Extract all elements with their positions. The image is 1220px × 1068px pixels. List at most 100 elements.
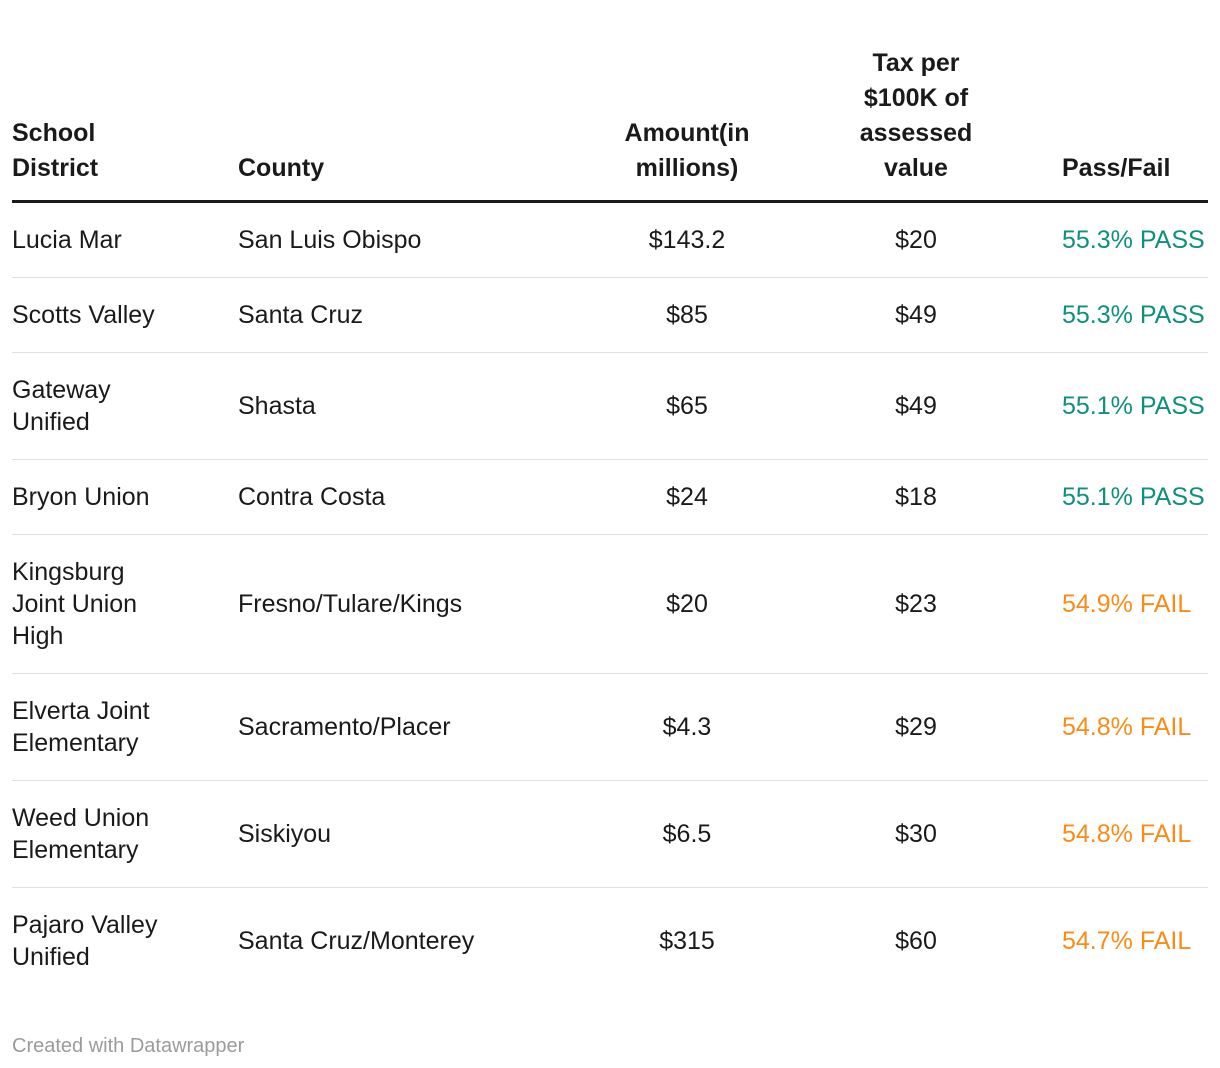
column-header-label: Amount(in millions) bbox=[624, 119, 750, 182]
pass-fail-cell: 54.9% FAIL bbox=[996, 534, 1208, 674]
county-value: Contra Costa bbox=[238, 483, 386, 511]
table-row: Weed Union Elementary Siskiyou $6.5 $30 54.8… bbox=[12, 780, 1208, 888]
pass-fail-value: 55.3% PASS bbox=[1062, 301, 1205, 329]
school-district-value: Kingsburg Joint Union High bbox=[12, 558, 138, 650]
school-district-value: Pajaro Valley Unified bbox=[12, 911, 158, 971]
school-district-value: Weed Union Elementary bbox=[12, 804, 150, 864]
amount-millions-value: $4.3 bbox=[662, 713, 712, 741]
tax-per-100k-value: $29 bbox=[895, 713, 937, 741]
amount-millions-value: $6.5 bbox=[662, 820, 712, 848]
table-header: School District County Amount(in millions)… bbox=[12, 0, 1208, 203]
county-value: Santa Cruz bbox=[238, 301, 364, 329]
tax-per-100k-value: $49 bbox=[895, 301, 937, 329]
tax-per-100k-value: $30 bbox=[895, 820, 937, 848]
tax-per-100k-cell: $30 bbox=[836, 780, 996, 888]
amount-millions-cell: $6.5 bbox=[538, 780, 836, 888]
table-row: Scotts Valley Santa Cruz $85 $49 55.3% PASS bbox=[12, 277, 1208, 353]
header-row: School District County Amount(in millions)… bbox=[12, 0, 1208, 203]
pass-fail-cell: 54.7% FAIL bbox=[996, 887, 1208, 994]
pass-fail-cell: 55.3% PASS bbox=[996, 202, 1208, 278]
column-header-school-district: School District bbox=[12, 0, 238, 203]
county-value: Sacramento/Placer bbox=[238, 713, 451, 741]
county-value: Santa Cruz/Monterey bbox=[238, 927, 475, 955]
county-cell: Sacramento/Placer bbox=[238, 673, 538, 781]
school-district-value: Scotts Valley bbox=[12, 301, 155, 329]
county-cell: Contra Costa bbox=[238, 459, 538, 535]
county-cell: Santa Cruz/Monterey bbox=[238, 887, 538, 994]
tax-per-100k-cell: $20 bbox=[836, 202, 996, 278]
school-district-cell: Scotts Valley bbox=[12, 277, 238, 353]
column-header-county: County bbox=[238, 0, 538, 203]
datawrapper-credit: Created with Datawrapper bbox=[12, 1035, 245, 1057]
school-district-cell: Pajaro Valley Unified bbox=[12, 887, 238, 994]
pass-fail-cell: 54.8% FAIL bbox=[996, 673, 1208, 781]
tax-per-100k-cell: $23 bbox=[836, 534, 996, 674]
tax-per-100k-value: $23 bbox=[895, 590, 937, 618]
tax-per-100k-value: $18 bbox=[895, 483, 937, 511]
county-cell: Fresno/Tulare/Kings bbox=[238, 534, 538, 674]
school-district-cell: Kingsburg Joint Union High bbox=[12, 534, 238, 674]
county-value: Shasta bbox=[238, 392, 316, 420]
amount-millions-cell: $24 bbox=[538, 459, 836, 535]
amount-millions-value: $65 bbox=[666, 392, 708, 420]
pass-fail-cell: 55.1% PASS bbox=[996, 352, 1208, 460]
pass-fail-value: 54.7% FAIL bbox=[1062, 927, 1192, 955]
tax-per-100k-cell: $29 bbox=[836, 673, 996, 781]
amount-millions-value: $20 bbox=[666, 590, 708, 618]
amount-millions-value: $24 bbox=[666, 483, 708, 511]
pass-fail-value: 54.9% FAIL bbox=[1062, 590, 1192, 618]
tax-per-100k-cell: $60 bbox=[836, 887, 996, 994]
school-district-value: Gateway Unified bbox=[12, 376, 111, 436]
school-district-cell: Lucia Mar bbox=[12, 202, 238, 278]
tax-per-100k-value: $60 bbox=[895, 927, 937, 955]
tax-per-100k-cell: $49 bbox=[836, 277, 996, 353]
tax-per-100k-value: $20 bbox=[895, 226, 937, 254]
amount-millions-cell: $4.3 bbox=[538, 673, 836, 781]
school-district-cell: Elverta Joint Elementary bbox=[12, 673, 238, 781]
tax-per-100k-cell: $18 bbox=[836, 459, 996, 535]
column-header-amount-millions: Amount(in millions) bbox=[538, 0, 836, 203]
county-value: Siskiyou bbox=[238, 820, 332, 848]
table-row: Pajaro Valley Unified Santa Cruz/Monterey… bbox=[12, 887, 1208, 994]
column-header-label: Pass/Fail bbox=[1062, 154, 1171, 182]
county-value: San Luis Obispo bbox=[238, 226, 422, 254]
column-header-label: School District bbox=[12, 119, 99, 182]
county-cell: Santa Cruz bbox=[238, 277, 538, 353]
school-district-cell: Weed Union Elementary bbox=[12, 780, 238, 888]
amount-millions-value: $315 bbox=[659, 927, 715, 955]
amount-millions-value: $85 bbox=[666, 301, 708, 329]
school-district-cell: Bryon Union bbox=[12, 459, 238, 535]
bond-results-table: School District County Amount(in millions)… bbox=[12, 0, 1208, 994]
school-district-cell: Gateway Unified bbox=[12, 352, 238, 460]
amount-millions-value: $143.2 bbox=[648, 226, 726, 254]
table-row: Elverta Joint Elementary Sacramento/Place… bbox=[12, 673, 1208, 781]
amount-millions-cell: $65 bbox=[538, 352, 836, 460]
pass-fail-value: 54.8% FAIL bbox=[1062, 820, 1192, 848]
county-value: Fresno/Tulare/Kings bbox=[238, 590, 463, 618]
amount-millions-cell: $315 bbox=[538, 887, 836, 994]
table-row: Gateway Unified Shasta $65 $49 55.1% PASS bbox=[12, 352, 1208, 460]
pass-fail-value: 54.8% FAIL bbox=[1062, 713, 1192, 741]
table-row: Lucia Mar San Luis Obispo $143.2 $20 55.3% P… bbox=[12, 202, 1208, 278]
school-district-value: Elverta Joint Elementary bbox=[12, 697, 150, 757]
amount-millions-cell: $143.2 bbox=[538, 202, 836, 278]
county-cell: Shasta bbox=[238, 352, 538, 460]
pass-fail-cell: 55.3% PASS bbox=[996, 277, 1208, 353]
tax-per-100k-value: $49 bbox=[895, 392, 937, 420]
school-district-value: Bryon Union bbox=[12, 483, 150, 511]
amount-millions-cell: $20 bbox=[538, 534, 836, 674]
school-district-value: Lucia Mar bbox=[12, 226, 122, 254]
table-row: Bryon Union Contra Costa $24 $18 55.1% PASS bbox=[12, 459, 1208, 535]
pass-fail-value: 55.1% PASS bbox=[1062, 392, 1205, 420]
table-row: Kingsburg Joint Union High Fresno/Tulare/… bbox=[12, 534, 1208, 674]
tax-per-100k-cell: $49 bbox=[836, 352, 996, 460]
pass-fail-cell: 54.8% FAIL bbox=[996, 780, 1208, 888]
column-header-tax-per-100k: Tax per $100K of assessed value bbox=[836, 0, 996, 203]
column-header-pass-fail: Pass/Fail bbox=[996, 0, 1208, 203]
table-body: Lucia Mar San Luis Obispo $143.2 $20 55.3% P… bbox=[12, 202, 1208, 994]
county-cell: Siskiyou bbox=[238, 780, 538, 888]
pass-fail-value: 55.3% PASS bbox=[1062, 226, 1205, 254]
county-cell: San Luis Obispo bbox=[238, 202, 538, 278]
column-header-label: County bbox=[238, 154, 325, 182]
